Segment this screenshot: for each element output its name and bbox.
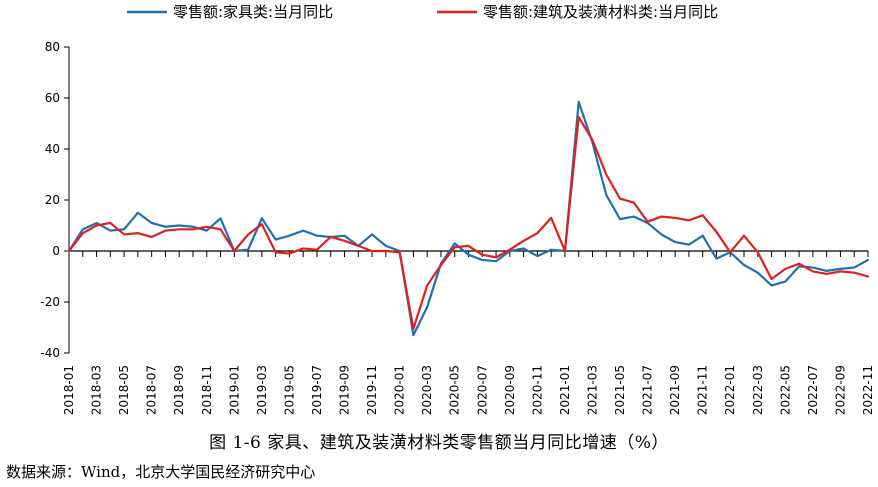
- y-tick-label: 80: [45, 40, 60, 54]
- series-layer: [67, 100, 870, 337]
- x-tick-label: 2018-11: [200, 365, 214, 415]
- x-tick-label: 2021-09: [668, 365, 682, 415]
- x-tick-label: 2021-01: [558, 365, 572, 415]
- x-tick-label: 2022-07: [806, 365, 820, 415]
- x-tick-label: 2022-01: [723, 365, 737, 415]
- x-tick-label: 2020-03: [420, 365, 434, 415]
- x-tick-label: 2021-05: [613, 365, 627, 415]
- x-tick-label: 2018-03: [90, 365, 104, 415]
- series-line-1: [67, 100, 870, 337]
- chart-axes: -40 -20 0 20 40 60 80 2018-01 2018-03 2018-05 2018…: [40, 40, 875, 415]
- x-tick-label: 2021-07: [641, 365, 655, 415]
- y-tick-label: 60: [45, 91, 60, 105]
- x-tick-label: 2021-03: [585, 365, 599, 415]
- x-tick-label: 2018-07: [145, 365, 159, 415]
- x-tick-label: 2018-09: [172, 365, 186, 415]
- x-tick-label: 2022-03: [751, 365, 765, 415]
- x-tick-label: 2020-09: [503, 365, 517, 415]
- x-tick-label: 2019-11: [365, 365, 379, 415]
- x-tick-label: 2021-11: [696, 365, 710, 415]
- x-tick-label: 2019-01: [227, 365, 241, 415]
- x-tick-label: 2019-05: [282, 365, 296, 415]
- x-tick-label: 2018-01: [62, 365, 76, 415]
- y-tick-label: 40: [45, 142, 60, 156]
- legend-label-1: 零售额:家具类:当月同比: [173, 3, 333, 21]
- chart-legend: 零售额:家具类:当月同比 零售额:建筑及装潢材料类:当月同比: [127, 3, 718, 21]
- x-tick-label: 2019-09: [338, 365, 352, 415]
- x-tick-label: 2022-11: [861, 365, 875, 415]
- x-tick-label: 2020-01: [393, 365, 407, 415]
- y-tick-label: -40: [40, 346, 60, 360]
- x-tick-label: 2018-05: [117, 365, 131, 415]
- x-tick-label: 2020-11: [530, 365, 544, 415]
- source-note: 数据来源：Wind，北京大学国民经济研究中心: [6, 463, 316, 481]
- x-tick-label: 2022-09: [833, 365, 847, 415]
- series-line-2: [67, 116, 870, 330]
- x-tick-label: 2022-05: [778, 365, 792, 415]
- y-tick-label: 20: [45, 193, 60, 207]
- x-tick-label: 2019-07: [310, 365, 324, 415]
- figure-caption: 图 1-6 家具、建筑及装潢材料类零售额当月同比增速（%）: [209, 433, 669, 453]
- x-tick-label: 2020-07: [475, 365, 489, 415]
- legend-label-2: 零售额:建筑及装潢材料类:当月同比: [483, 3, 718, 21]
- x-tick-label: 2020-05: [448, 365, 462, 415]
- x-tick-label: 2019-03: [255, 365, 269, 415]
- y-tick-label: -20: [40, 295, 60, 309]
- y-tick-label: 0: [52, 244, 60, 258]
